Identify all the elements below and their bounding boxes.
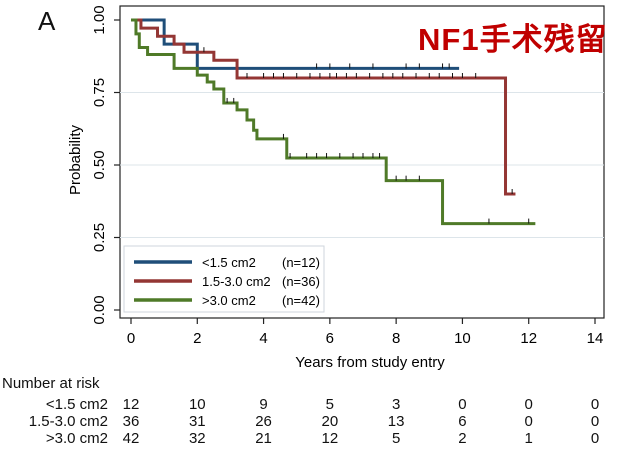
risk-cell: 5 — [391, 430, 401, 447]
x-tick-label: 10 — [454, 330, 471, 347]
risk-table-header: Number at risk — [2, 375, 100, 392]
risk-cell: 0 — [590, 413, 600, 430]
legend-count: (n=36) — [282, 274, 320, 289]
risk-cell: 1 — [524, 430, 533, 447]
risk-cell: 0 — [590, 430, 600, 447]
risk-cell: 9 — [259, 396, 268, 413]
risk-row-label: <1.5 cm2 — [45, 396, 108, 413]
plot-area — [119, 5, 605, 319]
x-tick-label: 6 — [326, 330, 334, 347]
y-tick-label: 0.25 — [91, 223, 108, 252]
legend-label: <1.5 cm2 — [202, 255, 256, 270]
series-line-2 — [131, 18, 516, 196]
risk-cell: 13 — [387, 413, 405, 430]
risk-row-label: >3.0 cm2 — [45, 430, 108, 447]
y-tick-label: 1.00 — [91, 5, 108, 34]
y-axis-label: Probability — [67, 124, 84, 195]
x-tick-label: 8 — [392, 330, 400, 347]
legend-count: (n=42) — [282, 293, 320, 308]
risk-cell: 6 — [458, 413, 467, 430]
risk-cell: 31 — [188, 413, 206, 430]
legend-count: (n=12) — [282, 255, 320, 270]
risk-cell: 0 — [524, 413, 533, 430]
risk-cell: 0 — [458, 396, 467, 413]
series-line-3 — [131, 18, 536, 226]
panel-label: A — [38, 6, 56, 36]
risk-cell: 0 — [590, 396, 600, 413]
chart-title: NF1手术残留 — [418, 22, 608, 57]
x-tick-label: 0 — [127, 330, 135, 347]
risk-cell: 21 — [255, 430, 272, 447]
risk-cell: 10 — [188, 396, 206, 413]
risk-cell: 3 — [391, 396, 401, 413]
x-axis-label: Years from study entry — [295, 354, 445, 371]
risk-cell: 12 — [122, 396, 140, 413]
y-tick-label: 0.75 — [91, 78, 108, 107]
y-tick-label: 0.00 — [91, 295, 108, 324]
risk-row-label: 1.5-3.0 cm2 — [28, 413, 108, 430]
risk-cell: 2 — [458, 430, 467, 447]
risk-cell: 36 — [122, 413, 140, 430]
risk-cell: 0 — [524, 396, 533, 413]
x-tick-label: 12 — [520, 330, 537, 347]
risk-cell: 26 — [255, 413, 272, 430]
risk-cell: 20 — [321, 413, 339, 430]
x-tick-label: 4 — [259, 330, 267, 347]
risk-cell: 5 — [325, 396, 335, 413]
legend-label: 1.5-3.0 cm2 — [202, 274, 271, 289]
x-tick-label: 14 — [587, 330, 604, 347]
risk-cell: 42 — [122, 430, 140, 447]
x-tick-label: 2 — [193, 330, 201, 347]
y-tick-label: 0.50 — [91, 150, 108, 179]
risk-cell: 32 — [188, 430, 206, 447]
legend-label: >3.0 cm2 — [202, 293, 256, 308]
risk-cell: 12 — [321, 430, 339, 447]
